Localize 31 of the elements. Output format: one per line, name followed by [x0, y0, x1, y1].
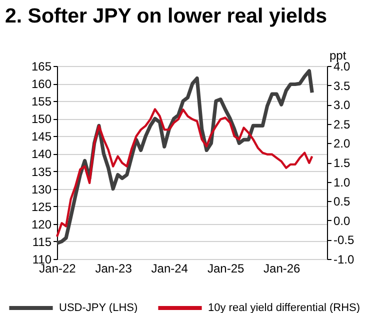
y-tick-label: 145 — [31, 130, 52, 144]
y2-tick-label: 1.5 — [334, 156, 351, 170]
y-tick-label: 130 — [31, 182, 52, 196]
y2-tick-label: -0.5 — [334, 233, 355, 248]
y-tick-label: 135 — [31, 164, 52, 179]
y-tick-label: 140 — [31, 147, 52, 162]
legend-label: 10y real yield differential (RHS) — [208, 302, 360, 313]
y2-tick-label: 4.0 — [334, 60, 351, 74]
line-series — [56, 108, 314, 238]
y-tick-label: 115 — [32, 234, 52, 249]
x-tick-label: Jan-25 — [207, 262, 244, 276]
legend-label: USD-JPY (LHS) — [59, 302, 138, 313]
x-tick-label: Jan-26 — [264, 262, 301, 276]
y2-tick-label: -1.0 — [334, 252, 355, 266]
y2-tick-label: 3.0 — [334, 98, 351, 112]
y-tick-label: 155 — [31, 94, 52, 109]
y2-tick-label: 3.5 — [334, 78, 351, 93]
x-tick-label: Jan-23 — [95, 262, 132, 276]
y2-tick-label: 0.0 — [334, 214, 351, 228]
y-tick-label: 165 — [31, 60, 52, 74]
y2-tick-label: 2.0 — [334, 136, 351, 151]
y2-tick-label: 1.0 — [334, 175, 351, 190]
y-tick-label: 150 — [31, 112, 52, 126]
y2-tick-label: 0.5 — [334, 194, 351, 209]
y-tick-label: 160 — [31, 77, 52, 92]
x-tick-label: Jan-24 — [151, 262, 188, 276]
y-tick-label: 125 — [31, 200, 52, 214]
y-tick-label: 120 — [31, 217, 52, 232]
y2-tick-label: 2.5 — [334, 117, 351, 132]
y2-axis-title: ppt — [330, 48, 347, 62]
chart-title: 2. Softer JPY on lower real yields — [5, 4, 328, 28]
